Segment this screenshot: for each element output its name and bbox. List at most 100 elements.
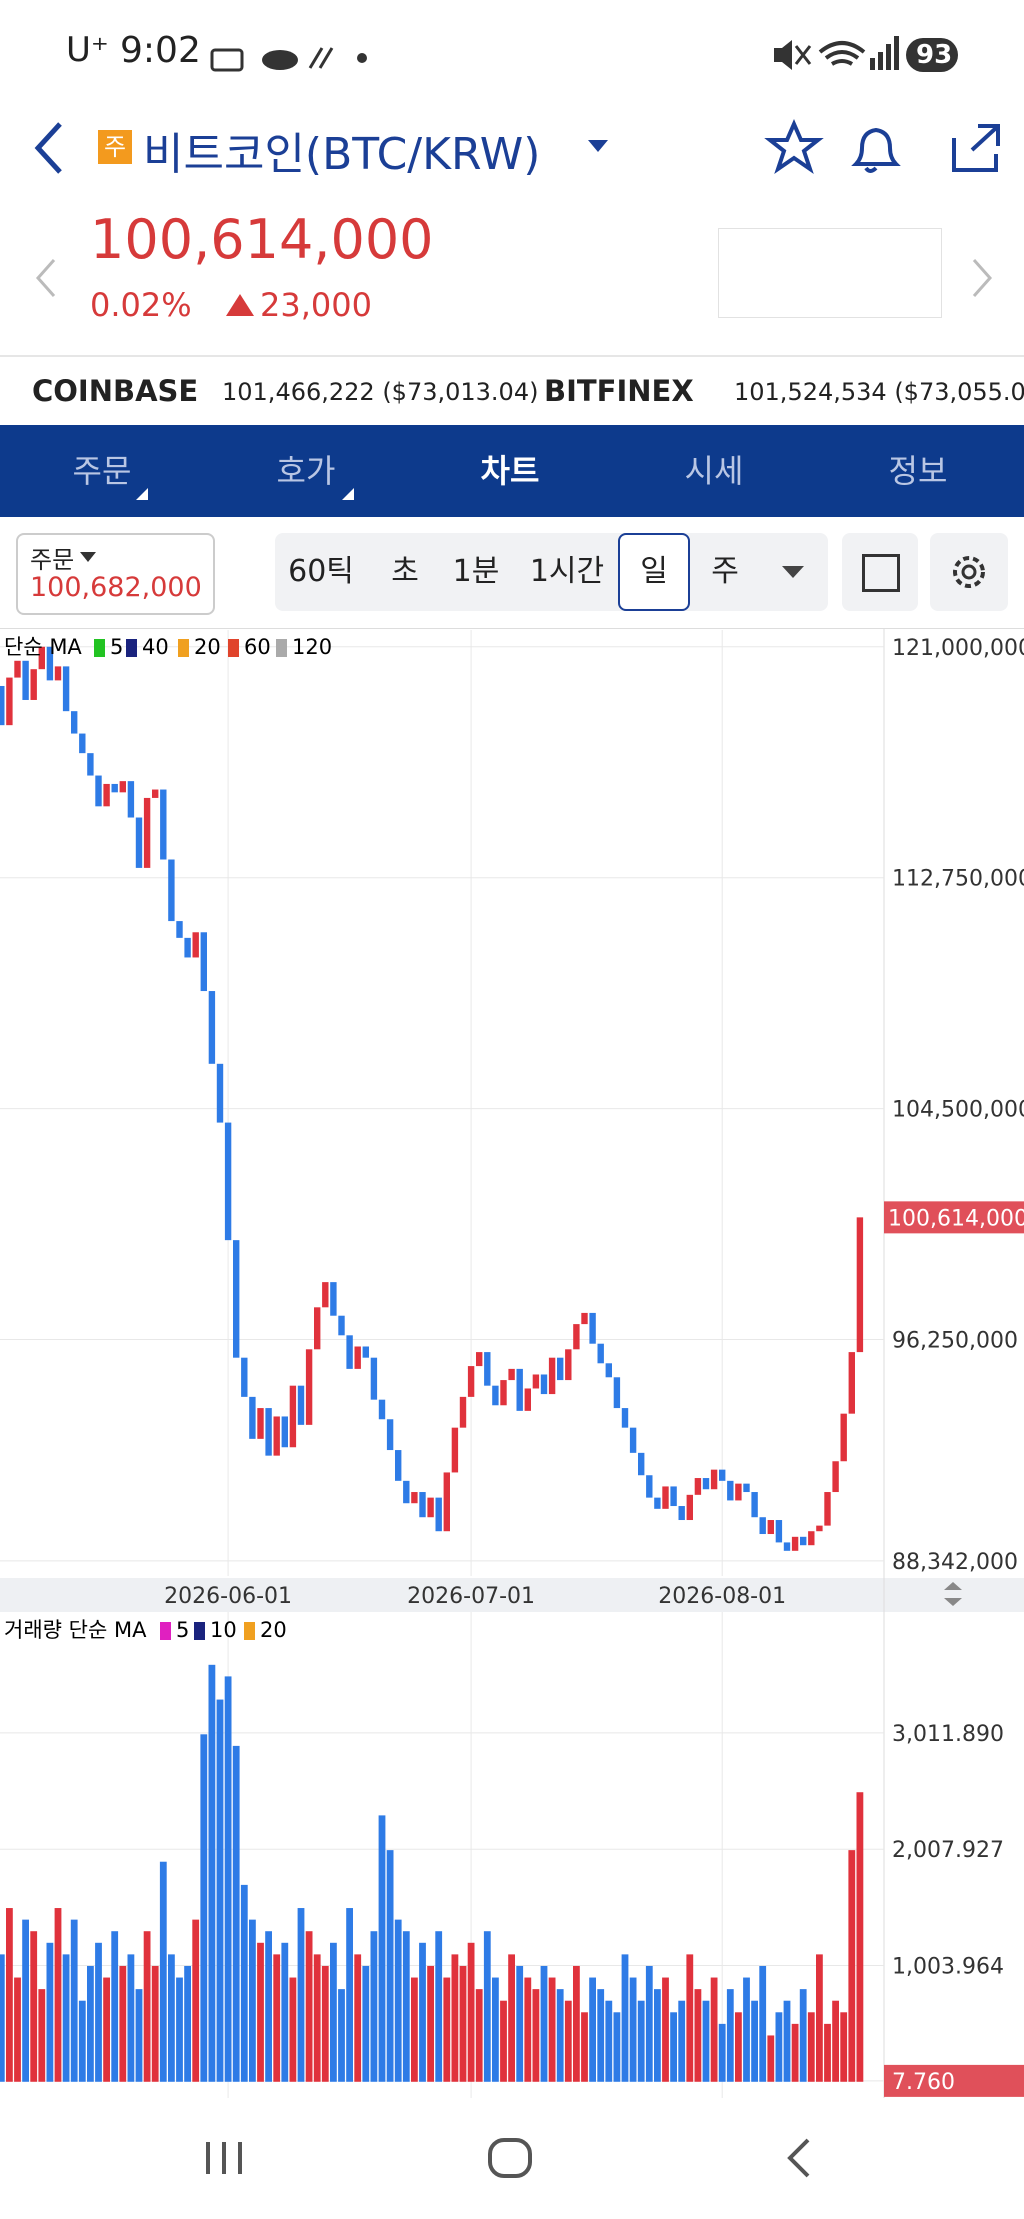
candle bbox=[38, 646, 45, 670]
volume-bar bbox=[775, 2012, 783, 2082]
volume-bar bbox=[38, 1989, 46, 2082]
candle bbox=[411, 1492, 418, 1504]
volume-bar bbox=[451, 1954, 459, 2082]
order-dropdown bbox=[80, 552, 96, 562]
volume-bar bbox=[232, 1745, 240, 2082]
candle bbox=[816, 1525, 823, 1532]
volume-bar bbox=[62, 1954, 70, 2082]
legend-swatch bbox=[94, 639, 105, 657]
candle bbox=[305, 1349, 313, 1425]
prev-arrow[interactable] bbox=[32, 256, 62, 300]
candle bbox=[54, 666, 62, 681]
tab-corner bbox=[342, 488, 354, 500]
tab[interactable]: 정보 bbox=[888, 452, 948, 490]
volume-bar bbox=[87, 1965, 94, 2082]
volume-bar bbox=[443, 1977, 451, 2082]
volume-bar bbox=[492, 1977, 499, 2082]
volume-bar bbox=[475, 1989, 483, 2082]
candle bbox=[0, 685, 5, 726]
header-actions[interactable] bbox=[764, 118, 1020, 178]
home-button[interactable] bbox=[488, 2138, 532, 2178]
interval-bar bbox=[275, 533, 828, 611]
last-price-label: 100,614,000 bbox=[888, 1206, 1024, 1231]
volume-bar bbox=[702, 2000, 710, 2082]
interval-dropdown[interactable] bbox=[780, 564, 806, 580]
candle bbox=[516, 1368, 523, 1411]
candle bbox=[168, 859, 175, 922]
volume-bar bbox=[548, 1977, 556, 2082]
back-button[interactable] bbox=[30, 118, 70, 178]
title-dropdown[interactable] bbox=[586, 136, 610, 156]
candle bbox=[467, 1366, 475, 1397]
candle bbox=[135, 817, 143, 868]
volume-bar bbox=[645, 1965, 653, 2082]
candle bbox=[832, 1461, 839, 1493]
candle bbox=[281, 1416, 288, 1448]
volume-bar bbox=[848, 1850, 856, 2082]
interval[interactable]: 초 bbox=[391, 554, 419, 589]
candle bbox=[257, 1408, 264, 1439]
candle bbox=[297, 1385, 305, 1425]
asset-title[interactable]: 비트코인(BTC/KRW) bbox=[143, 129, 541, 180]
legend: 단순 MA 5 40 20 60 120 거래량 단순 MA 5 10 20 bbox=[4, 635, 332, 1642]
volume-bar bbox=[791, 2023, 799, 2082]
volume-tick-label: 1,003.964 bbox=[892, 1955, 1004, 1980]
interval[interactable]: 주 bbox=[711, 554, 739, 589]
candle bbox=[621, 1408, 629, 1428]
volume-bar bbox=[427, 1965, 434, 2082]
volume-bar bbox=[613, 2012, 621, 2082]
volume-bar bbox=[411, 1977, 418, 2082]
volume-bar bbox=[581, 2012, 588, 2082]
y-tick-label: 88,342,000 bbox=[892, 1550, 1018, 1575]
next-arrow[interactable] bbox=[966, 256, 996, 300]
draw-button[interactable] bbox=[842, 533, 918, 611]
recents-button[interactable] bbox=[206, 2142, 242, 2174]
volume-bar bbox=[168, 1954, 175, 2082]
candle bbox=[824, 1492, 831, 1526]
candle bbox=[565, 1349, 572, 1381]
candle bbox=[727, 1480, 734, 1501]
candle bbox=[735, 1483, 742, 1501]
gear-icon bbox=[953, 556, 985, 588]
tab[interactable]: 주문 bbox=[72, 452, 132, 490]
settings-button[interactable] bbox=[930, 533, 1008, 611]
interval[interactable]: 1분 bbox=[452, 554, 500, 589]
tab[interactable]: 호가 bbox=[276, 452, 336, 490]
candle bbox=[654, 1497, 661, 1509]
interval[interactable]: 60틱 bbox=[288, 554, 354, 589]
volume-bar bbox=[386, 1850, 394, 2082]
legend-label: 20 bbox=[194, 635, 221, 659]
volume-bar bbox=[6, 1908, 13, 2082]
clock: 9:02 bbox=[120, 30, 201, 71]
legend-label: 5 bbox=[176, 1618, 189, 1642]
volume-bar bbox=[30, 1931, 38, 2082]
volume-bar bbox=[159, 1861, 167, 2082]
candle bbox=[71, 711, 78, 734]
volume-bar bbox=[176, 1977, 183, 2082]
order-box[interactable] bbox=[16, 533, 215, 615]
volume-bar bbox=[208, 1664, 216, 2082]
candle bbox=[492, 1385, 499, 1406]
candle bbox=[160, 789, 167, 860]
interval[interactable]: 1시간 bbox=[529, 554, 605, 589]
candle bbox=[6, 677, 13, 726]
volume-bar bbox=[249, 1919, 256, 2082]
candle bbox=[435, 1497, 442, 1532]
volume-bar bbox=[500, 2000, 507, 2082]
candle bbox=[419, 1492, 426, 1518]
volume-bar bbox=[532, 1989, 540, 2082]
order-price: 100,682,000 bbox=[30, 572, 202, 603]
candle bbox=[759, 1517, 766, 1535]
candle bbox=[476, 1352, 483, 1367]
volume-bar bbox=[710, 1977, 718, 2082]
tab[interactable]: 시세 bbox=[684, 452, 744, 490]
tab-active[interactable]: 차트 bbox=[480, 452, 540, 490]
volume-bar bbox=[78, 2000, 86, 2082]
back-nav-button[interactable] bbox=[787, 2138, 810, 2178]
resize-handle bbox=[944, 1582, 962, 1606]
interval-selected[interactable]: 일 bbox=[618, 533, 690, 611]
volume-bar bbox=[726, 1989, 734, 2082]
date-axis-strip bbox=[0, 1578, 1024, 1612]
candle bbox=[273, 1416, 280, 1456]
